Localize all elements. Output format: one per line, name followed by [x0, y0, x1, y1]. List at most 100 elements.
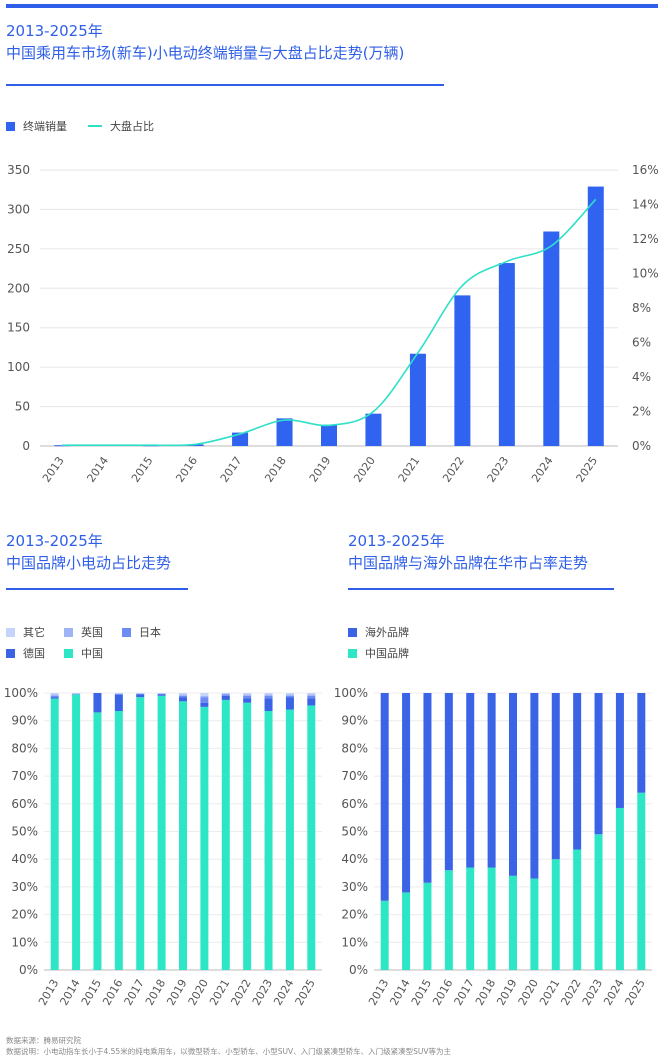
- legend-swatch-share: [88, 125, 102, 127]
- chart2-bar-2023-3: [264, 694, 273, 696]
- chart1-bar-2019: [321, 424, 337, 446]
- chart2-ytick-1: 10%: [11, 935, 38, 949]
- chart1-y2tick-2: 4%: [632, 370, 651, 384]
- chart1-ytick-0: 0: [22, 439, 30, 453]
- legend-item-japan: 日本: [122, 624, 161, 640]
- chart2-title-line2: 中国品牌小电动占比走势: [6, 554, 172, 572]
- chart2-xtick-2019: 2019: [164, 977, 189, 1008]
- chart2-bar-2016-0: [114, 711, 123, 970]
- chart2-bar-2018-0: [157, 695, 166, 970]
- chart2-bar-2017-4: [136, 693, 145, 694]
- chart2-bar-2021-4: [221, 693, 230, 694]
- chart2-xtick-2015: 2015: [79, 977, 104, 1008]
- chart1-bar-2022: [454, 295, 471, 446]
- chart1-y2tick-8: 16%: [632, 163, 659, 177]
- chart2-bar-2015-0: [93, 712, 102, 970]
- chart3-ytick-4: 40%: [341, 852, 368, 866]
- chart1-y2tick-5: 10%: [632, 267, 659, 281]
- chart2-bar-2023-4: [264, 693, 273, 695]
- chart2-xtick-2021: 2021: [207, 977, 232, 1008]
- chart2-xtick-2022: 2022: [228, 977, 253, 1008]
- chart1-bar-2023: [498, 263, 515, 446]
- chart2-title: 2013-2025年 中国品牌小电动占比走势: [6, 530, 171, 574]
- chart2-bar-2020-4: [200, 693, 209, 696]
- chart1-y2tick-3: 6%: [632, 336, 651, 350]
- chart3-bar-2017-0: [466, 867, 475, 970]
- chart1-xtick-2020: 2020: [351, 454, 378, 484]
- chart2-bar-2025-2: [307, 695, 316, 699]
- chart2-xtick-2017: 2017: [122, 977, 147, 1008]
- legend-swatch-sales: [6, 121, 15, 131]
- chart2-bar-2024-0: [285, 709, 294, 970]
- chart1-xtick-2015: 2015: [129, 454, 156, 484]
- legend-item-other: 其它: [6, 624, 45, 640]
- legend-item-china: 中国: [64, 645, 103, 661]
- chart1-svg: 0 50 100 150 200 250 300 350 0% 2% 4% 6% 8% 10% 12% 14%…: [7, 163, 659, 485]
- chart2-title-line1: 2013-2025年: [6, 532, 103, 550]
- legend-item-foreign: 海外品牌: [348, 624, 409, 640]
- chart2-ytick-7: 70%: [11, 769, 38, 783]
- chart2-bar-2020-1: [200, 702, 209, 707]
- chart3-bar-2022-1: [573, 693, 582, 850]
- chart1-title: 2013-2025年 中国乘用车市场(新车)小电动终端销量与大盘占比走势(万辆): [6, 20, 404, 64]
- chart2-svg: 0%10%20%30%40%50%60%70%80%90%100%2013201…: [4, 686, 322, 1008]
- chart1-y2tick-4: 8%: [632, 301, 651, 315]
- chart2-xtick-2020: 2020: [186, 977, 211, 1008]
- chart2-bar-2018-1: [157, 694, 166, 696]
- chart2-bar-2018-4: [157, 693, 166, 694]
- chart1-bar-2021: [409, 353, 426, 446]
- chart1-bar-2020: [365, 413, 382, 446]
- legend-label-sales: 终端销量: [23, 120, 67, 133]
- chart2-bar-2025-4: [307, 693, 316, 695]
- legend-label-chinese-brand: 中国品牌: [365, 647, 409, 660]
- chart3-bar-2016-0: [444, 870, 453, 970]
- footer-note: 数据说明：小电动指车长小于4.55米的纯电乘用车，以微型轿车、小型轿车、小型SU…: [6, 1047, 451, 1056]
- chart2-bar-2018-2: [157, 693, 166, 695]
- chart3-ytick-0: 0%: [349, 963, 368, 977]
- legend-swatch-foreign: [348, 627, 357, 637]
- chart2-ytick-3: 30%: [11, 880, 38, 894]
- chart2-bar-2020-0: [200, 706, 209, 970]
- legend-swatch-chinese-brand: [348, 648, 357, 658]
- chart2-bar-2023-1: [264, 698, 273, 712]
- top-accent-bar: [6, 4, 658, 8]
- chart3-title-underline: [348, 588, 614, 590]
- legend-item-germany: 德国: [6, 645, 45, 661]
- chart2-bar-2024-1: [285, 697, 294, 710]
- chart3-bar-2025-0: [637, 792, 646, 970]
- chart2-bar-2023-0: [264, 711, 273, 970]
- chart3-ytick-6: 60%: [341, 797, 368, 811]
- chart2-bar-2013-3: [50, 694, 59, 696]
- chart2-ytick-9: 90%: [11, 714, 38, 728]
- chart2-bar-2021-1: [221, 695, 230, 700]
- chart1-ytick-250: 250: [7, 242, 30, 256]
- chart3-ytick-8: 80%: [341, 741, 368, 755]
- chart3-bar-2022-0: [573, 849, 582, 970]
- chart2-bar-2014-0: [72, 694, 81, 970]
- chart2-bar-2019-3: [179, 694, 187, 696]
- chart3-bar-2014-0: [402, 892, 411, 970]
- chart3-bar-2018-1: [487, 693, 496, 868]
- chart2-bar-2014-4: [72, 693, 81, 694]
- chart3-ytick-2: 20%: [341, 908, 368, 922]
- chart3-xtick-2015: 2015: [409, 977, 434, 1008]
- chart3-xtick-2019: 2019: [494, 977, 519, 1008]
- chart1-title-underline: [6, 84, 444, 86]
- legend-swatch-china: [64, 648, 73, 658]
- chart3-bar-2019-0: [509, 875, 517, 970]
- chart1-y2tick-7: 14%: [632, 198, 659, 212]
- chart3-ytick-5: 50%: [341, 825, 368, 839]
- chart3-xtick-2023: 2023: [580, 977, 605, 1008]
- chart2-bar-2025-1: [307, 698, 316, 706]
- legend-item-share: 大盘占比: [88, 118, 154, 134]
- chart2-bar-2020-2: [200, 697, 209, 703]
- chart3-bar-2024-0: [615, 807, 624, 970]
- chart3-ytick-9: 90%: [341, 714, 368, 728]
- chart1-ytick-150: 150: [7, 321, 30, 335]
- chart2-title-underline: [6, 588, 188, 590]
- legend-item-sales: 终端销量: [6, 118, 67, 134]
- chart1-xtick-2017: 2017: [218, 454, 245, 484]
- chart3-bar-2014-1: [402, 693, 411, 893]
- legend-swatch-japan: [122, 627, 131, 637]
- chart2-ytick-5: 50%: [11, 825, 38, 839]
